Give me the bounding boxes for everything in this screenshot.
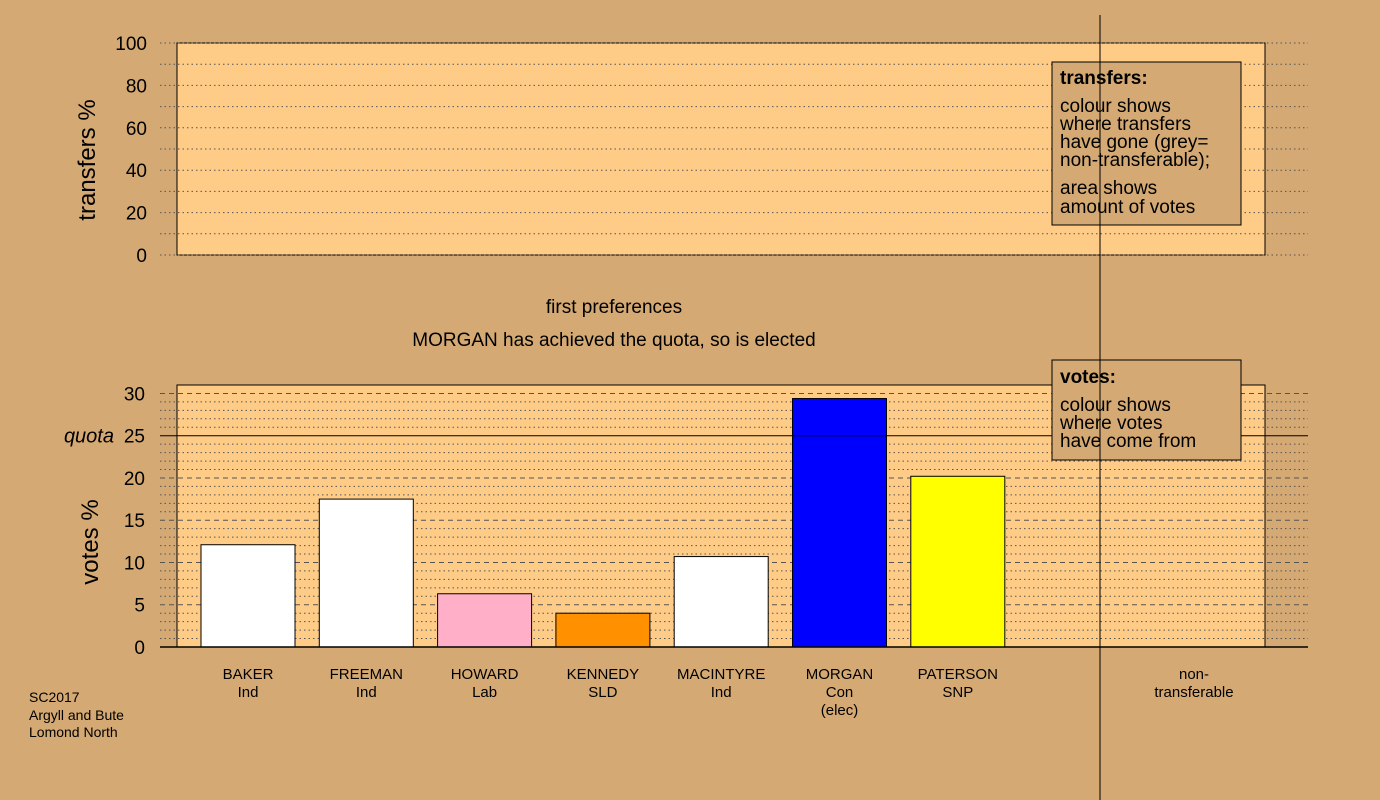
candidate-status-label: (elec) xyxy=(821,702,859,719)
votes-y-axis: 0 5 10 15 20 25 30 xyxy=(124,384,145,659)
votes-legend-line: where votes xyxy=(1059,413,1162,434)
candidate-name-label: KENNEDY xyxy=(567,666,640,683)
bar-morgan xyxy=(792,398,887,648)
votes-legend: votes: colour shows where votes have com… xyxy=(1051,359,1242,461)
candidate-name-label: HOWARD xyxy=(451,666,519,683)
transfers-tick-label: 100 xyxy=(115,34,147,55)
votes-y-axis-label: votes % xyxy=(77,499,104,584)
footer-line: SC2017 xyxy=(29,689,80,705)
candidate-party-label: SLD xyxy=(588,684,617,701)
transfers-tick-label: 60 xyxy=(126,119,147,140)
non-transferable-label: transferable xyxy=(1154,684,1233,701)
candidate-name-label: MORGAN xyxy=(806,666,874,683)
candidate-party-label: Con xyxy=(826,684,854,701)
candidate-party-label: Lab xyxy=(472,684,497,701)
chart-title: first preferences xyxy=(546,297,682,318)
candidate-party-label: SNP xyxy=(942,684,973,701)
transfers-tick-label: 20 xyxy=(126,204,147,225)
chart-subtitle: MORGAN has achieved the quota, so is ele… xyxy=(412,330,815,351)
transfers-legend-line: colour shows xyxy=(1060,96,1171,117)
votes-tick-label: 30 xyxy=(124,384,145,405)
transfers-legend-title: transfers: xyxy=(1060,68,1148,89)
bar-kennedy xyxy=(555,612,651,648)
candidate-party-label: Ind xyxy=(356,684,377,701)
transfers-legend-line: where transfers xyxy=(1059,114,1191,135)
candidate-name-label: FREEMAN xyxy=(330,666,403,683)
bar-freeman xyxy=(318,498,414,648)
candidate-name-label: BAKER xyxy=(223,666,274,683)
candidate-name-label: PATERSON xyxy=(918,666,998,683)
votes-legend-title: votes: xyxy=(1060,367,1116,388)
candidate-party-label: Ind xyxy=(238,684,259,701)
votes-tick-label: 10 xyxy=(124,553,145,574)
votes-tick-label: 0 xyxy=(134,638,145,659)
transfers-legend-line: area shows xyxy=(1060,178,1157,199)
bar-baker xyxy=(200,544,296,648)
votes-legend-line: colour shows xyxy=(1060,395,1171,416)
votes-legend-box xyxy=(1051,359,1242,461)
quota-label: quota xyxy=(64,426,114,448)
footer-line: Lomond North xyxy=(29,724,118,740)
votes-legend-line: have come from xyxy=(1060,431,1196,452)
candidate-name-label: MACINTYRE xyxy=(677,666,765,683)
transfers-tick-label: 80 xyxy=(126,76,147,97)
votes-tick-label: 25 xyxy=(124,427,145,448)
votes-tick-label: 20 xyxy=(124,469,145,490)
footer-line: Argyll and Bute xyxy=(29,707,124,723)
transfers-legend-box xyxy=(1051,61,1242,226)
votes-x-axis: BAKERIndFREEMANIndHOWARDLabKENNEDYSLDMAC… xyxy=(223,666,998,719)
transfers-panel: 0 20 40 60 80 100 transfers % transfers: colo… xyxy=(74,34,1308,267)
transfers-y-axis-label: transfers % xyxy=(74,99,101,220)
votes-bars xyxy=(200,398,1006,648)
votes-tick-label: 5 xyxy=(134,596,145,617)
transfers-legend: transfers: colour shows where transfers … xyxy=(1051,61,1242,226)
bar-paterson xyxy=(910,475,1006,648)
transfers-legend-line: have gone (grey= xyxy=(1060,132,1208,153)
votes-tick-label: 15 xyxy=(124,511,145,532)
bar-macintyre xyxy=(673,556,769,648)
transfers-legend-line: amount of votes xyxy=(1060,197,1195,218)
candidate-party-label: Ind xyxy=(711,684,732,701)
non-transferable-label: non- xyxy=(1179,666,1209,683)
transfers-tick-label: 40 xyxy=(126,161,147,182)
transfers-tick-label: 0 xyxy=(136,246,147,267)
transfers-legend-line: non-transferable); xyxy=(1060,150,1210,171)
footer-info: SC2017 Argyll and Bute Lomond North xyxy=(29,689,124,740)
bar-howard xyxy=(437,593,533,648)
transfers-y-axis: 0 20 40 60 80 100 xyxy=(115,34,147,267)
